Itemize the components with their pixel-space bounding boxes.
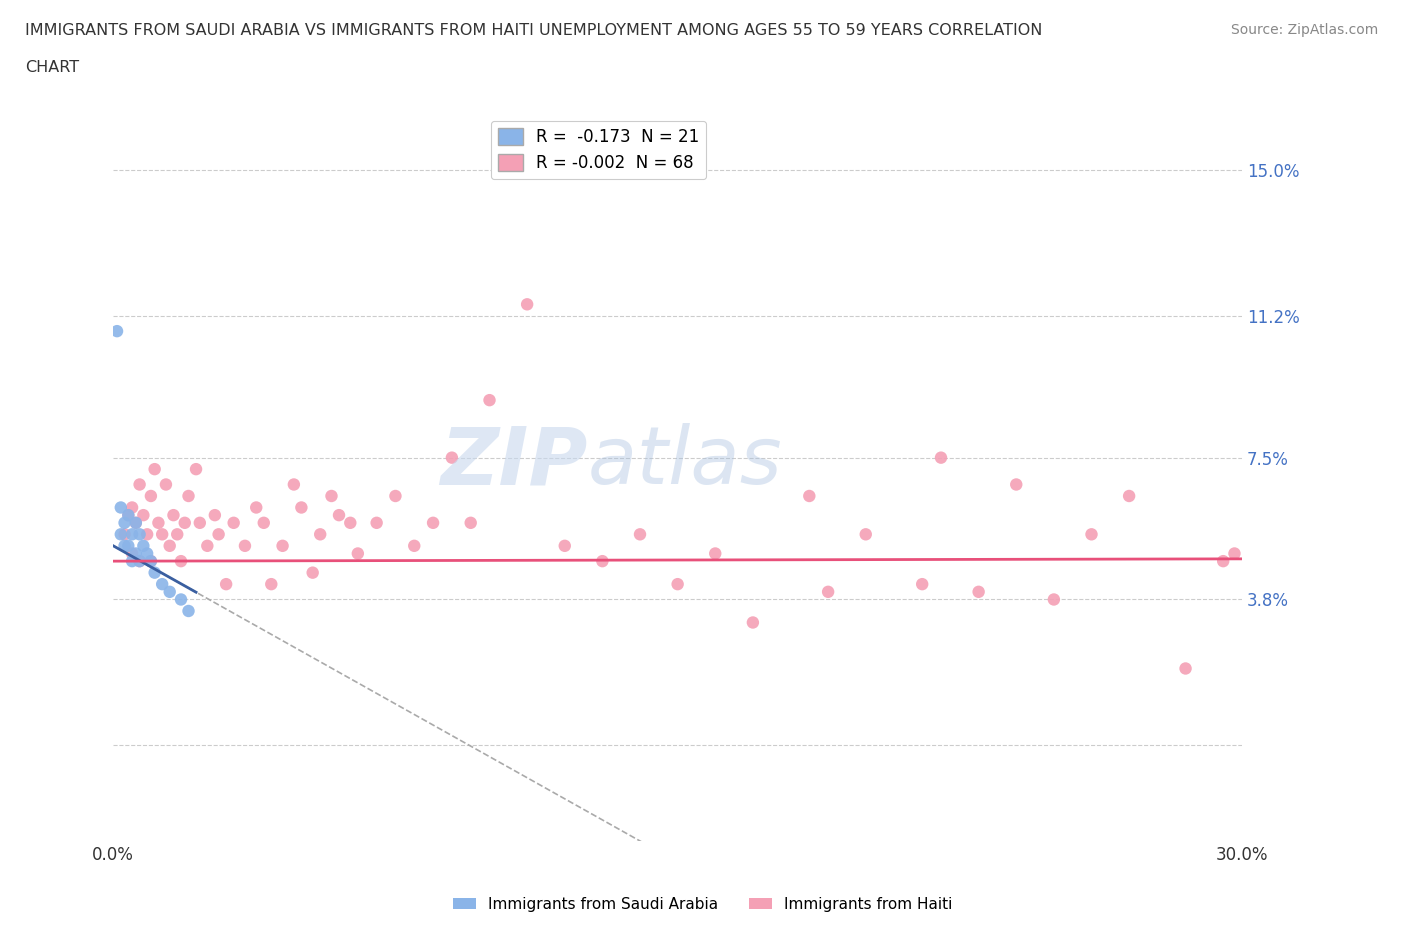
Point bbox=[301, 565, 323, 580]
Point bbox=[125, 515, 148, 530]
Point bbox=[114, 527, 136, 542]
Point bbox=[591, 553, 613, 568]
Point bbox=[554, 538, 576, 553]
Legend: Immigrants from Saudi Arabia, Immigrants from Haiti: Immigrants from Saudi Arabia, Immigrants… bbox=[447, 891, 959, 918]
Point bbox=[346, 546, 368, 561]
Point bbox=[422, 515, 444, 530]
Point bbox=[139, 553, 162, 568]
Point bbox=[162, 508, 184, 523]
Point bbox=[166, 527, 188, 542]
Point bbox=[159, 584, 181, 599]
Point bbox=[159, 538, 181, 553]
Point bbox=[404, 538, 426, 553]
Point bbox=[1005, 477, 1028, 492]
Point bbox=[150, 577, 173, 591]
Text: ZIP: ZIP bbox=[440, 423, 588, 501]
Point bbox=[260, 577, 283, 591]
Point bbox=[114, 538, 136, 553]
Point bbox=[173, 515, 195, 530]
Point bbox=[817, 584, 839, 599]
Point bbox=[666, 577, 689, 591]
Point bbox=[188, 515, 211, 530]
Point bbox=[440, 450, 463, 465]
Point bbox=[114, 515, 136, 530]
Point bbox=[139, 553, 162, 568]
Point bbox=[121, 553, 143, 568]
Point bbox=[139, 488, 162, 503]
Point bbox=[128, 527, 150, 542]
Point bbox=[110, 500, 132, 515]
Point bbox=[177, 604, 200, 618]
Point bbox=[290, 500, 312, 515]
Point bbox=[132, 538, 155, 553]
Point bbox=[215, 577, 238, 591]
Text: CHART: CHART bbox=[25, 60, 79, 75]
Point bbox=[271, 538, 294, 553]
Point bbox=[121, 546, 143, 561]
Point bbox=[117, 508, 139, 523]
Point bbox=[628, 527, 651, 542]
Point bbox=[204, 508, 226, 523]
Point bbox=[516, 297, 538, 312]
Point bbox=[1212, 553, 1234, 568]
Point bbox=[1118, 488, 1140, 503]
Point bbox=[128, 553, 150, 568]
Point bbox=[117, 538, 139, 553]
Point bbox=[150, 527, 173, 542]
Legend: R =  -0.173  N = 21, R = -0.002  N = 68: R = -0.173 N = 21, R = -0.002 N = 68 bbox=[491, 121, 706, 179]
Point bbox=[1043, 592, 1066, 607]
Point bbox=[121, 527, 143, 542]
Point bbox=[177, 488, 200, 503]
Point bbox=[460, 515, 482, 530]
Point bbox=[207, 527, 229, 542]
Point bbox=[245, 500, 267, 515]
Point bbox=[170, 592, 193, 607]
Point bbox=[195, 538, 218, 553]
Point bbox=[1223, 546, 1246, 561]
Point bbox=[339, 515, 361, 530]
Point bbox=[132, 508, 155, 523]
Point bbox=[704, 546, 727, 561]
Point bbox=[478, 392, 501, 407]
Point bbox=[125, 546, 148, 561]
Point bbox=[105, 324, 128, 339]
Text: atlas: atlas bbox=[588, 423, 782, 501]
Text: Source: ZipAtlas.com: Source: ZipAtlas.com bbox=[1230, 23, 1378, 37]
Point bbox=[911, 577, 934, 591]
Point bbox=[136, 527, 159, 542]
Point bbox=[128, 477, 150, 492]
Point bbox=[121, 500, 143, 515]
Point bbox=[110, 527, 132, 542]
Point bbox=[155, 477, 177, 492]
Point bbox=[117, 508, 139, 523]
Point bbox=[929, 450, 952, 465]
Text: IMMIGRANTS FROM SAUDI ARABIA VS IMMIGRANTS FROM HAITI UNEMPLOYMENT AMONG AGES 55: IMMIGRANTS FROM SAUDI ARABIA VS IMMIGRAN… bbox=[25, 23, 1043, 38]
Point bbox=[136, 546, 159, 561]
Point bbox=[1080, 527, 1102, 542]
Point bbox=[170, 553, 193, 568]
Point bbox=[125, 515, 148, 530]
Point bbox=[148, 515, 170, 530]
Point bbox=[741, 615, 763, 630]
Point bbox=[222, 515, 245, 530]
Point bbox=[128, 553, 150, 568]
Point bbox=[967, 584, 990, 599]
Point bbox=[309, 527, 332, 542]
Point bbox=[321, 488, 343, 503]
Point bbox=[366, 515, 388, 530]
Point bbox=[233, 538, 256, 553]
Point bbox=[1174, 661, 1197, 676]
Point bbox=[283, 477, 305, 492]
Point bbox=[384, 488, 406, 503]
Point bbox=[855, 527, 877, 542]
Point bbox=[184, 461, 207, 476]
Point bbox=[328, 508, 350, 523]
Point bbox=[143, 565, 166, 580]
Point bbox=[799, 488, 821, 503]
Point bbox=[143, 461, 166, 476]
Point bbox=[253, 515, 276, 530]
